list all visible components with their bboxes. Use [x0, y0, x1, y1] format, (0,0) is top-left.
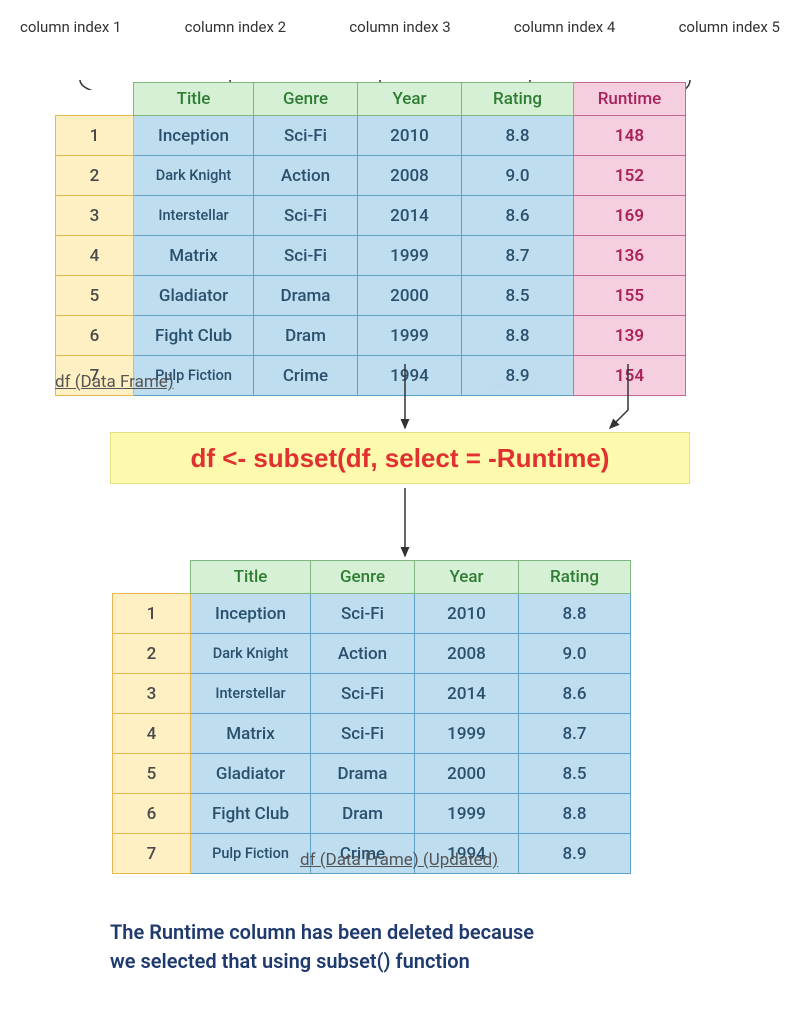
column-header: Rating: [462, 83, 574, 116]
table-cell: Inception: [134, 116, 254, 156]
table-cell: 2010: [415, 594, 519, 634]
table-cell: 2008: [358, 156, 462, 196]
table-cell: Dark Knight: [134, 156, 254, 196]
table-cell: Sci-Fi: [254, 116, 358, 156]
table-cell: 8.5: [519, 754, 631, 794]
table-cell: Matrix: [134, 236, 254, 276]
table-cell: Fight Club: [191, 794, 311, 834]
updated-dataframe-table: TitleGenreYearRating1InceptionSci-Fi2010…: [112, 560, 631, 874]
row-header: 2: [56, 156, 134, 196]
row-header: 6: [113, 794, 191, 834]
table-cell: 139: [574, 316, 686, 356]
column-header: Year: [415, 561, 519, 594]
table-cell: 1994: [358, 356, 462, 396]
table-cell: Pulp Fiction: [191, 834, 311, 874]
column-header: Rating: [519, 561, 631, 594]
table-cell: Inception: [191, 594, 311, 634]
table-cell: 9.0: [462, 156, 574, 196]
original-df-caption: df (Data Frame): [55, 372, 174, 392]
table-cell: 9.0: [519, 634, 631, 674]
summary-text: The Runtime column has been deleted beca…: [110, 918, 670, 976]
col-index-2: column index 2: [185, 18, 286, 36]
table-cell: Crime: [254, 356, 358, 396]
column-header: Genre: [254, 83, 358, 116]
column-header: Genre: [311, 561, 415, 594]
table-cell: Sci-Fi: [311, 594, 415, 634]
col-index-5: column index 5: [679, 18, 780, 36]
col-index-4: column index 4: [514, 18, 615, 36]
table-cell: 8.7: [462, 236, 574, 276]
table-cell: Interstellar: [134, 196, 254, 236]
table-cell: 1999: [415, 794, 519, 834]
table-cell: 8.8: [462, 116, 574, 156]
row-header: 4: [113, 714, 191, 754]
table-cell: Dram: [254, 316, 358, 356]
table-cell: Action: [311, 634, 415, 674]
table-cell: Sci-Fi: [311, 714, 415, 754]
table-cell: 8.9: [519, 834, 631, 874]
table-cell: 8.6: [519, 674, 631, 714]
table-cell: Drama: [254, 276, 358, 316]
row-header: 2: [113, 634, 191, 674]
table-cell: 155: [574, 276, 686, 316]
table-cell: 8.8: [519, 794, 631, 834]
table-cell: 1999: [358, 316, 462, 356]
table-cell: 8.6: [462, 196, 574, 236]
row-header: 1: [113, 594, 191, 634]
row-header: 5: [113, 754, 191, 794]
table-cell: 152: [574, 156, 686, 196]
table-cell: 154: [574, 356, 686, 396]
original-dataframe-table: TitleGenreYearRatingRuntime1InceptionSci…: [55, 82, 686, 396]
summary-line-1: The Runtime column has been deleted beca…: [110, 920, 534, 944]
table-cell: Drama: [311, 754, 415, 794]
row-header: 3: [56, 196, 134, 236]
table-cell: Gladiator: [191, 754, 311, 794]
table-cell: Gladiator: [134, 276, 254, 316]
table-cell: Action: [254, 156, 358, 196]
table-cell: 1999: [358, 236, 462, 276]
column-index-labels: column index 1 column index 2 column ind…: [20, 18, 780, 36]
code-text: df <- subset(df, select = -Runtime): [191, 443, 610, 474]
table-cell: Interstellar: [191, 674, 311, 714]
table-cell: Sci-Fi: [254, 196, 358, 236]
table-cell: 8.8: [462, 316, 574, 356]
table-cell: Fight Club: [134, 316, 254, 356]
col-index-3: column index 3: [349, 18, 450, 36]
table-cell: 169: [574, 196, 686, 236]
watermark: r-lang.com: [477, 378, 539, 393]
column-header: Runtime: [574, 83, 686, 116]
table-cell: 1999: [415, 714, 519, 754]
row-header: 3: [113, 674, 191, 714]
updated-df-caption: df (Data Frame) (Updated): [300, 850, 498, 870]
row-header: 4: [56, 236, 134, 276]
code-expression: df <- subset(df, select = -Runtime): [110, 432, 690, 484]
table-cell: Matrix: [191, 714, 311, 754]
table-cell: 2014: [415, 674, 519, 714]
table-cell: 2000: [415, 754, 519, 794]
table-cell: 8.5: [462, 276, 574, 316]
table-cell: 2010: [358, 116, 462, 156]
table-cell: 136: [574, 236, 686, 276]
column-header: Year: [358, 83, 462, 116]
summary-line-2: we selected that using subset() function: [110, 949, 470, 973]
table-cell: 2000: [358, 276, 462, 316]
table-cell: Sci-Fi: [254, 236, 358, 276]
table-cell: 8.8: [519, 594, 631, 634]
column-header: Title: [191, 561, 311, 594]
table-cell: 8.7: [519, 714, 631, 754]
table-cell: 2008: [415, 634, 519, 674]
table-cell: Dram: [311, 794, 415, 834]
column-header: Title: [134, 83, 254, 116]
row-header: 6: [56, 316, 134, 356]
table-cell: 148: [574, 116, 686, 156]
row-header: 7: [113, 834, 191, 874]
table-cell: Sci-Fi: [311, 674, 415, 714]
row-header: 5: [56, 276, 134, 316]
table-cell: Dark Knight: [191, 634, 311, 674]
table-cell: 2014: [358, 196, 462, 236]
row-header: 1: [56, 116, 134, 156]
col-index-1: column index 1: [20, 18, 121, 36]
